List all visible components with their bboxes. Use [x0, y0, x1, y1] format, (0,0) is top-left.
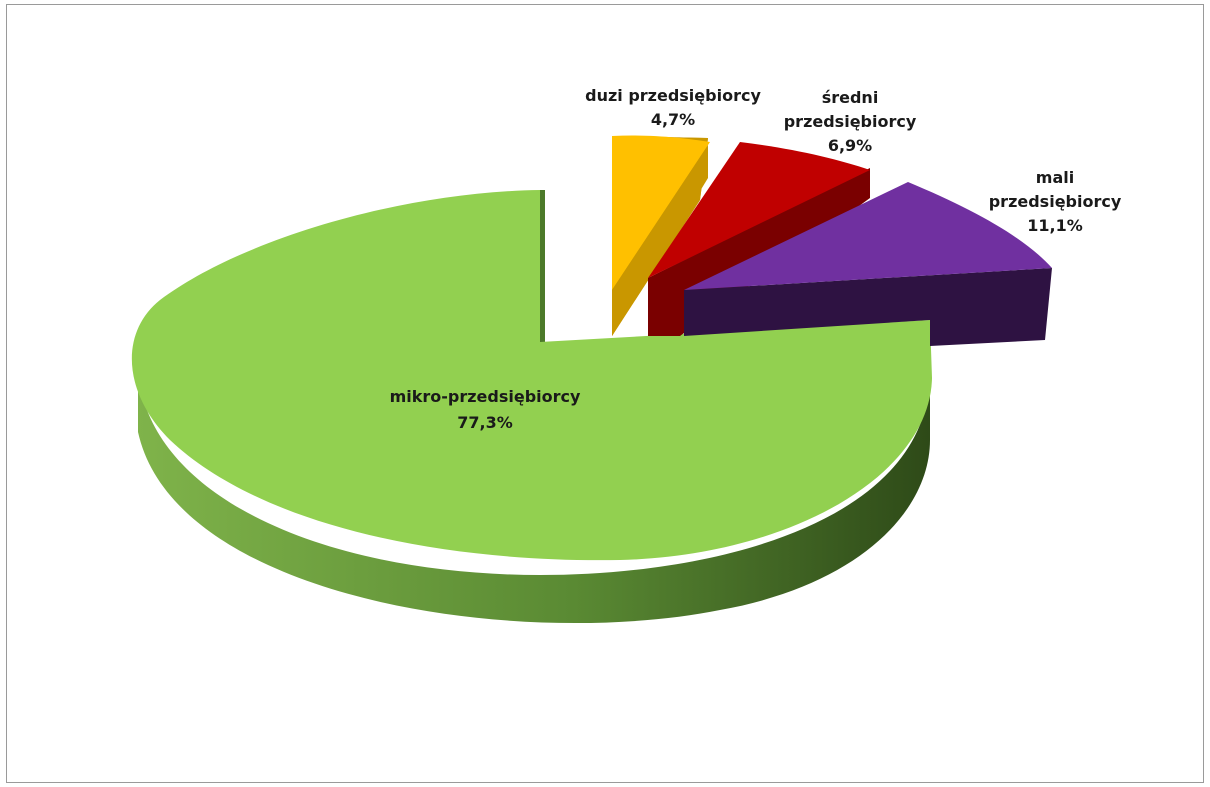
slice-duzi: [612, 135, 710, 336]
slice-mikro: [131, 190, 932, 624]
label-mikro-value: 77,3%: [457, 413, 513, 432]
label-sredni-name-line2: przedsiębiorcy: [784, 112, 917, 131]
label-mikro-name: mikro-przedsiębiorcy: [390, 387, 581, 406]
label-mali-value: 11,1%: [1027, 216, 1083, 235]
label-duzi-value: 4,7%: [651, 110, 695, 129]
label-duzi-name: duzi przedsiębiorcy: [585, 86, 761, 105]
label-mali-name-line2: przedsiębiorcy: [989, 192, 1122, 211]
slice-mali: [684, 182, 1052, 346]
label-sredni-name-line1: średni: [822, 88, 879, 107]
label-sredni-value: 6,9%: [828, 136, 872, 155]
label-mali-name-line1: mali: [1036, 168, 1074, 187]
